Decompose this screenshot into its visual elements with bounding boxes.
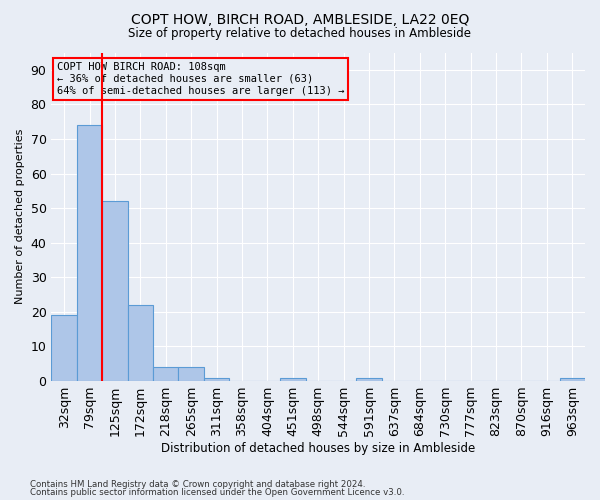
- Bar: [280, 378, 305, 381]
- Y-axis label: Number of detached properties: Number of detached properties: [15, 129, 25, 304]
- Bar: [153, 367, 178, 381]
- Text: Contains public sector information licensed under the Open Government Licence v3: Contains public sector information licen…: [30, 488, 404, 497]
- Bar: [77, 125, 102, 381]
- Bar: [356, 378, 382, 381]
- Bar: [178, 367, 204, 381]
- Text: Size of property relative to detached houses in Ambleside: Size of property relative to detached ho…: [128, 28, 472, 40]
- Bar: [102, 201, 128, 381]
- X-axis label: Distribution of detached houses by size in Ambleside: Distribution of detached houses by size …: [161, 442, 475, 455]
- Bar: [560, 378, 585, 381]
- Text: COPT HOW, BIRCH ROAD, AMBLESIDE, LA22 0EQ: COPT HOW, BIRCH ROAD, AMBLESIDE, LA22 0E…: [131, 12, 469, 26]
- Bar: [52, 316, 77, 381]
- Text: COPT HOW BIRCH ROAD: 108sqm
← 36% of detached houses are smaller (63)
64% of sem: COPT HOW BIRCH ROAD: 108sqm ← 36% of det…: [57, 62, 344, 96]
- Text: Contains HM Land Registry data © Crown copyright and database right 2024.: Contains HM Land Registry data © Crown c…: [30, 480, 365, 489]
- Bar: [128, 305, 153, 381]
- Bar: [204, 378, 229, 381]
